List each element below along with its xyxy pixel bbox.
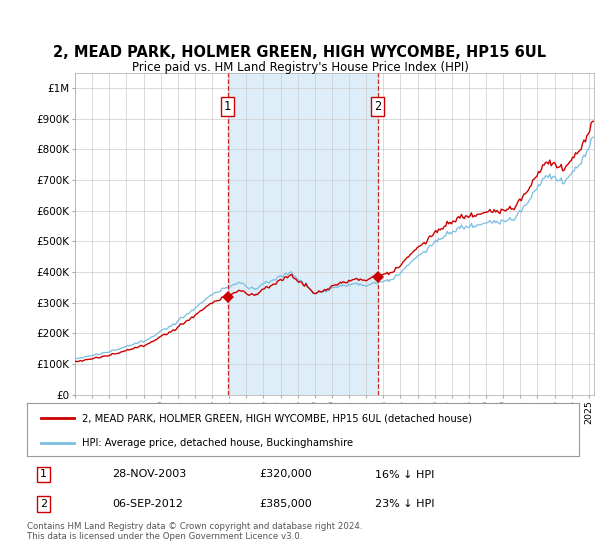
Text: £385,000: £385,000 — [259, 499, 311, 509]
Text: 2: 2 — [40, 499, 47, 509]
Text: HPI: Average price, detached house, Buckinghamshire: HPI: Average price, detached house, Buck… — [82, 438, 353, 448]
Text: £320,000: £320,000 — [259, 469, 311, 479]
Text: 06-SEP-2012: 06-SEP-2012 — [113, 499, 184, 509]
Text: 23% ↓ HPI: 23% ↓ HPI — [375, 499, 434, 509]
Bar — [227, 73, 378, 395]
Text: 28-NOV-2003: 28-NOV-2003 — [113, 469, 187, 479]
Text: Price paid vs. HM Land Registry's House Price Index (HPI): Price paid vs. HM Land Registry's House … — [131, 61, 469, 74]
Text: 1: 1 — [224, 100, 231, 113]
Text: 2, MEAD PARK, HOLMER GREEN, HIGH WYCOMBE, HP15 6UL: 2, MEAD PARK, HOLMER GREEN, HIGH WYCOMBE… — [53, 45, 547, 60]
Text: Contains HM Land Registry data © Crown copyright and database right 2024.
This d: Contains HM Land Registry data © Crown c… — [27, 522, 362, 542]
Text: 2, MEAD PARK, HOLMER GREEN, HIGH WYCOMBE, HP15 6UL (detached house): 2, MEAD PARK, HOLMER GREEN, HIGH WYCOMBE… — [82, 413, 472, 423]
Text: 1: 1 — [40, 469, 47, 479]
Text: 2: 2 — [374, 100, 382, 113]
Text: 16% ↓ HPI: 16% ↓ HPI — [375, 469, 434, 479]
